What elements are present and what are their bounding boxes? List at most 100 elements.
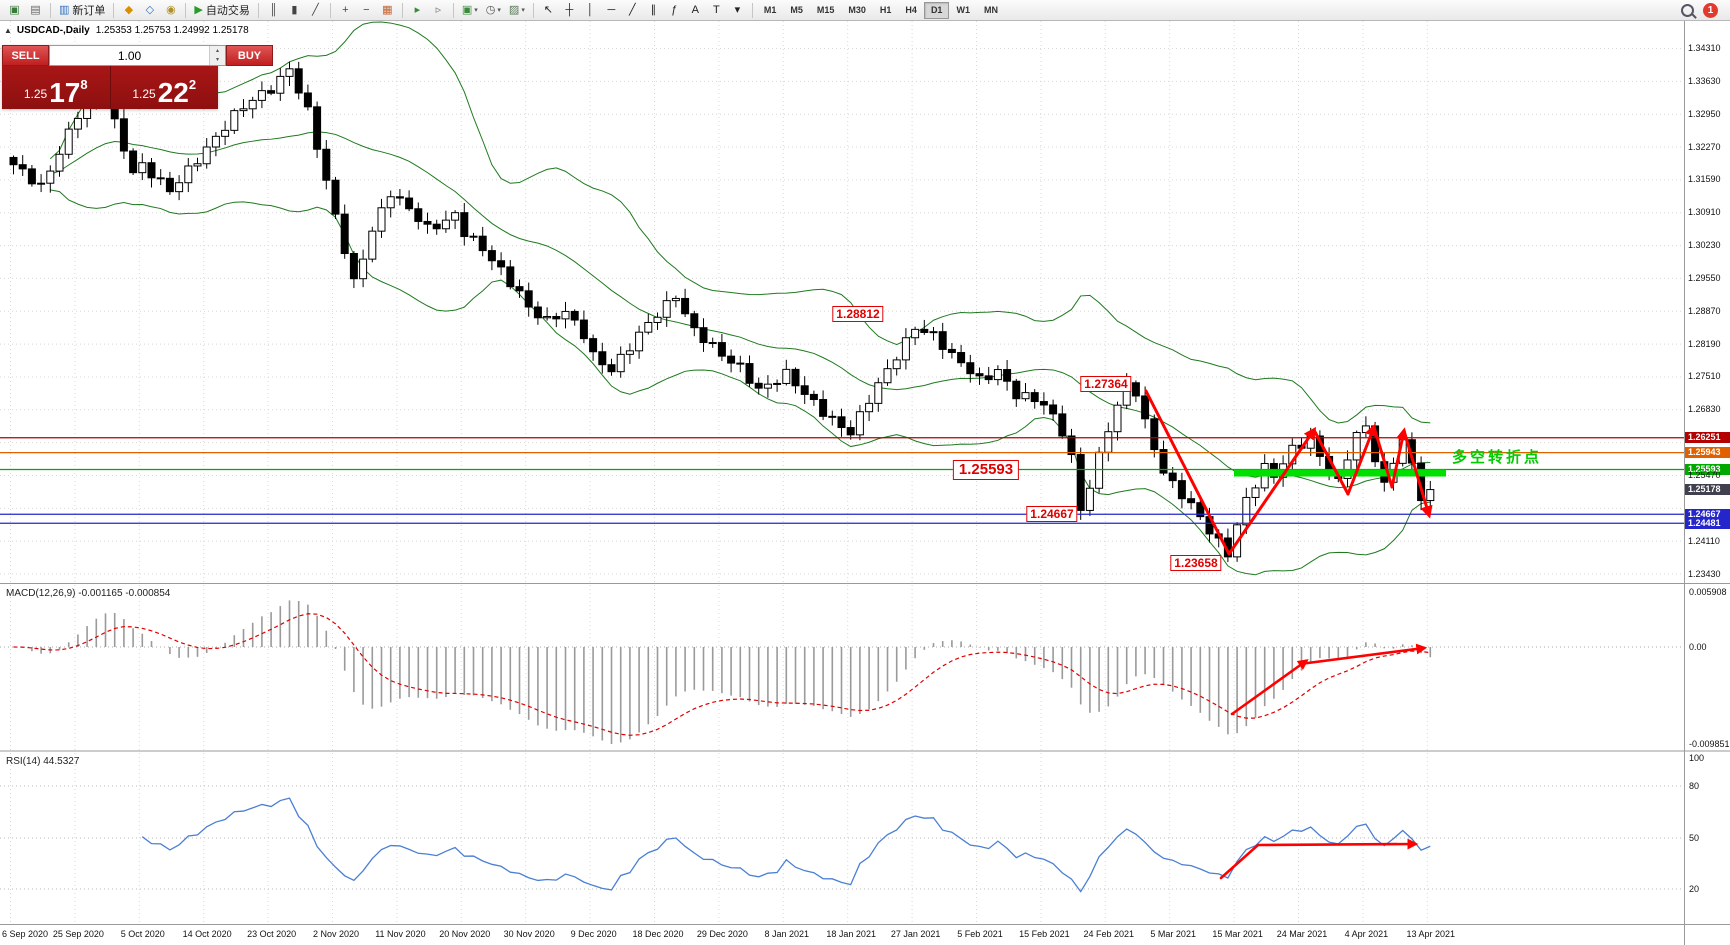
price-axis-label: 1.31590 [1688, 174, 1721, 185]
horizontal-line-icon[interactable]: ─ [601, 1, 622, 19]
price-annotation-box[interactable]: 1.27364 [1080, 375, 1132, 392]
date-axis-label: 4 Apr 2021 [1344, 929, 1389, 939]
trendline-icon[interactable]: ╱ [622, 1, 643, 19]
price-axis-label: 1.32950 [1688, 108, 1721, 119]
one-click-trade-panel: SELL ▴ ▾ BUY 1.25 17 8 1.25 22 2 [2, 45, 273, 109]
data-window-icon[interactable]: ◇ [139, 1, 160, 19]
date-axis-label: 15 Mar 2021 [1212, 929, 1263, 939]
buy-button[interactable]: BUY [226, 45, 273, 66]
chart-shift-icon: ▹ [435, 3, 442, 16]
toolbar-group: ▣ ▤ [4, 1, 46, 19]
sell-button[interactable]: SELL [2, 45, 49, 66]
indicator-axis-label: 80 [1689, 781, 1700, 791]
sell-price-display[interactable]: 1.25 17 8 [2, 66, 110, 109]
price-axis-label: 1.30910 [1688, 207, 1721, 218]
chart-list-icon[interactable]: ▤ [25, 1, 46, 19]
timeframe-m15[interactable]: M15 [810, 2, 842, 19]
line-chart-type-icon: ╱ [312, 3, 319, 16]
periods-dropdown[interactable]: ◷ ▾ [482, 1, 505, 19]
indicator-axis-label: 0.005908 [1689, 587, 1727, 597]
cursor-icon[interactable]: ↖ [538, 1, 559, 19]
navigator-icon[interactable]: ◉ [160, 1, 181, 19]
tile-windows-icon[interactable]: ▦ [377, 1, 398, 19]
timeframe-h4[interactable]: H4 [898, 2, 924, 19]
date-axis-label: 13 Apr 2021 [1406, 929, 1456, 939]
new-chart-icon: ▣ [9, 3, 20, 16]
auto-trading-button[interactable]: ▶ 自动交易 [190, 1, 253, 19]
new-chart-icon[interactable]: ▣ [4, 1, 25, 19]
price-annotation-box[interactable]: 1.28812 [832, 306, 884, 323]
price-axis-label: 1.28870 [1688, 305, 1721, 316]
channel-icon[interactable]: ∥ [643, 1, 664, 19]
text-label-icon[interactable]: T [706, 1, 727, 19]
zoom-out-icon[interactable]: − [356, 1, 377, 19]
price-axis-label: 1.25593 [1685, 464, 1730, 476]
date-axis-label: 11 Nov 2020 [375, 929, 426, 939]
bull-bear-turning-point-note[interactable]: 多空转折点 [1452, 449, 1543, 466]
new-order-button[interactable]: ▥ 新订单 [55, 1, 109, 19]
price-axis-label: 1.29550 [1688, 272, 1721, 283]
price-axis-label: 1.25178 [1685, 484, 1730, 496]
timeframe-d1[interactable]: D1 [923, 1, 950, 19]
zoom-in-icon[interactable]: + [335, 1, 356, 19]
horizontal-line-icon: ─ [607, 3, 616, 16]
sell-price-big: 17 [49, 77, 81, 109]
volume-combo: ▴ ▾ [49, 45, 226, 66]
search-icon[interactable] [1681, 3, 1694, 17]
date-axis-label: 23 Oct 2020 [247, 929, 297, 939]
price-axis-label: 1.32270 [1688, 141, 1721, 152]
timeframe-h1[interactable]: H1 [873, 2, 899, 19]
channel-icon: ∥ [650, 3, 657, 16]
notification-badge[interactable]: 1 [1703, 2, 1718, 18]
price-axis: 1.34310 1.33630 1.32950 1.32270 1.31590 1.309… [1685, 0, 1730, 945]
auto-trading-button-label: 自动交易 [205, 5, 250, 17]
timeframe-m5[interactable]: M5 [783, 2, 810, 19]
candlestick-chart-type-icon[interactable]: ▮ [284, 1, 305, 19]
bar-chart-type-icon[interactable]: ║ [263, 1, 284, 19]
market-watch-icon[interactable]: ◆ [118, 1, 139, 19]
buy-price-display[interactable]: 1.25 22 2 [111, 66, 219, 109]
templates-dropdown[interactable]: ▨ ▾ [505, 1, 529, 19]
date-axis-label: 5 Feb 2021 [957, 929, 1003, 939]
chart-shift-icon[interactable]: ▹ [428, 1, 449, 19]
new-chart-dropdown[interactable]: ▣ ▾ [458, 1, 482, 19]
date-axis-label: 9 Dec 2020 [570, 929, 617, 939]
volume-decrease-button[interactable]: ▾ [210, 55, 225, 65]
timeframe-mn[interactable]: MN [977, 2, 1005, 19]
chevron-down-icon: ▾ [474, 7, 478, 14]
timeframe-m30[interactable]: M30 [841, 2, 873, 19]
collapse-trade-panel-arrow[interactable]: ▲ [4, 26, 12, 35]
arrows-tool-icon[interactable]: ▾ [727, 1, 748, 19]
price-annotation-box[interactable]: 1.24667 [1026, 506, 1078, 523]
trendline-icon: ╱ [629, 3, 636, 16]
volume-increase-button[interactable]: ▴ [210, 46, 225, 56]
fibonacci-icon[interactable]: ƒ [664, 1, 685, 19]
trade-panel-controls: SELL ▴ ▾ BUY [2, 45, 273, 66]
price-axis-label: 1.23430 [1688, 568, 1721, 579]
timeframe-m1[interactable]: M1 [757, 2, 784, 19]
rsi-indicator-label: RSI(14) 44.5327 [6, 756, 80, 767]
buy-price-prefix: 1.25 [132, 87, 156, 101]
indicator-axis-label: 20 [1689, 884, 1700, 894]
toolbar-right: 1 [1681, 2, 1718, 18]
chart-symbol-title: USDCAD-,Daily [16, 25, 90, 36]
price-axis-label: 1.24667 [1685, 508, 1730, 520]
toolbar-separator [113, 2, 115, 18]
line-chart-type-icon[interactable]: ╱ [305, 1, 326, 19]
timeframe-w1[interactable]: W1 [949, 2, 977, 19]
chart-ohlc-header: ▲ USDCAD-,Daily 1.25353 1.25753 1.24992 1.… [4, 25, 249, 36]
price-axis-label: 1.27510 [1688, 371, 1721, 382]
price-annotation-box[interactable]: 1.25593 [952, 459, 1020, 480]
price-axis-label: 1.34310 [1688, 43, 1721, 53]
date-axis-label: 24 Mar 2021 [1276, 929, 1328, 939]
text-icon[interactable]: A [685, 1, 706, 19]
turning-point-highlight-line [1234, 469, 1446, 477]
price-annotation-box[interactable]: 1.23658 [1170, 554, 1222, 571]
toolbar-separator [401, 2, 403, 18]
auto-scroll-icon[interactable]: ▸ [407, 1, 428, 19]
vertical-line-icon[interactable]: │ [580, 1, 601, 19]
volume-input[interactable] [50, 46, 209, 65]
crosshair-icon[interactable]: ┼ [559, 1, 580, 19]
candlestick-chart-type-icon: ▮ [291, 3, 298, 16]
